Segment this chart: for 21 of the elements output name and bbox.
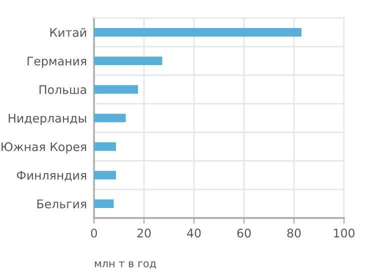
- bar: [94, 170, 116, 180]
- y-tick-label: Польша: [40, 85, 86, 94]
- bar: [94, 85, 138, 94]
- x-axis-title: млн т в год: [94, 261, 156, 269]
- x-tick-label: 80: [287, 228, 301, 238]
- bar: [94, 142, 116, 151]
- x-tick-label: 20: [137, 228, 151, 238]
- bar: [94, 199, 114, 208]
- y-tick-label: Китай: [50, 28, 86, 37]
- x-tick-label: 60: [237, 228, 251, 238]
- y-tick-label: Нидерланды: [8, 114, 86, 125]
- x-tick-label: 0: [91, 228, 97, 238]
- y-tick-label: Южная Корея: [2, 142, 86, 154]
- bar: [94, 28, 302, 37]
- bar: [94, 114, 126, 122]
- x-tick-label: 100: [334, 228, 354, 238]
- x-tick-label: 40: [187, 228, 201, 238]
- bar: [94, 56, 162, 66]
- y-tick-label: Финляндия: [16, 171, 86, 182]
- y-tick-label: Германия: [28, 56, 86, 68]
- y-tick-label: Бельгия: [37, 200, 86, 208]
